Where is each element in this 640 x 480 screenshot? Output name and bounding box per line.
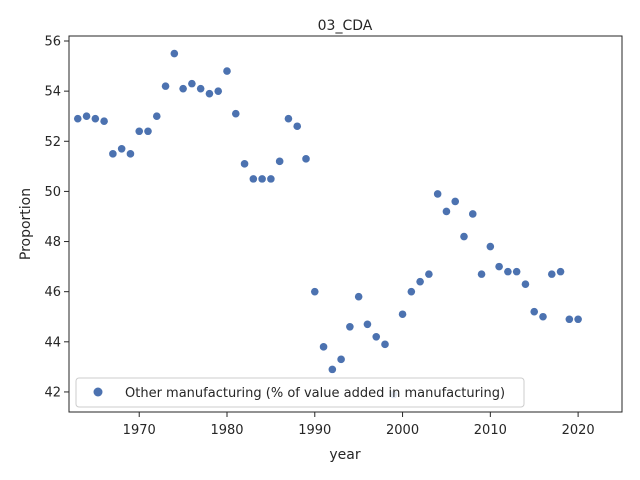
y-tick-label: 50 xyxy=(44,185,61,200)
x-tick-label: 1980 xyxy=(210,423,243,438)
data-point xyxy=(170,49,179,58)
data-point xyxy=(293,122,302,131)
data-point xyxy=(442,207,451,216)
data-point xyxy=(223,67,231,75)
data-point xyxy=(460,232,468,241)
data-point xyxy=(196,84,205,93)
data-point xyxy=(398,310,407,319)
chart-title: 03_CDA xyxy=(318,18,373,34)
data-point xyxy=(275,157,284,166)
data-point xyxy=(416,277,424,286)
data-point xyxy=(240,160,249,168)
data-point xyxy=(381,340,389,349)
y-tick-label: 52 xyxy=(44,135,61,150)
data-point xyxy=(565,315,574,324)
data-point xyxy=(214,87,223,95)
data-point xyxy=(109,150,117,158)
data-points xyxy=(73,49,582,399)
data-point xyxy=(539,312,547,321)
data-point xyxy=(521,280,530,288)
y-tick-label: 46 xyxy=(44,285,61,300)
data-point xyxy=(363,320,372,329)
data-point xyxy=(512,267,521,276)
x-axis-label: year xyxy=(329,447,360,463)
data-point xyxy=(188,79,196,88)
data-point xyxy=(258,175,266,183)
data-point xyxy=(354,292,363,301)
data-point xyxy=(231,109,240,118)
data-point xyxy=(547,270,556,278)
data-point xyxy=(249,175,258,183)
y-axis: 42 44 46 48 50 52 54 56 xyxy=(44,35,69,400)
data-point xyxy=(319,343,328,351)
data-point xyxy=(135,127,144,136)
y-tick-label: 42 xyxy=(44,385,61,400)
data-point xyxy=(433,190,442,198)
data-point xyxy=(126,150,135,158)
data-point xyxy=(451,197,460,206)
data-point xyxy=(152,112,161,121)
data-point xyxy=(117,145,126,153)
data-point xyxy=(372,333,381,341)
x-tick-label: 2000 xyxy=(386,423,419,438)
data-point xyxy=(504,267,512,276)
x-tick-label: 2020 xyxy=(562,423,595,438)
y-tick-label: 54 xyxy=(44,85,61,100)
data-point xyxy=(100,117,108,126)
x-axis: 1970 1980 1990 2000 2010 2020 xyxy=(123,412,595,438)
y-tick-label: 44 xyxy=(44,335,61,350)
y-axis-label: Proportion xyxy=(18,188,34,260)
data-point xyxy=(530,307,539,316)
data-point xyxy=(82,112,91,121)
data-point xyxy=(144,127,152,136)
y-tick-label: 48 xyxy=(44,235,61,250)
data-point xyxy=(267,175,275,183)
data-point xyxy=(284,114,293,123)
legend-marker xyxy=(93,387,103,397)
legend: Other manufacturing (% of value added in… xyxy=(75,377,525,408)
x-tick-label: 2010 xyxy=(474,423,507,438)
data-point xyxy=(328,365,337,374)
data-point xyxy=(91,114,100,123)
y-tick-label: 56 xyxy=(44,35,61,50)
data-point xyxy=(310,287,319,296)
data-point xyxy=(425,270,433,278)
data-point xyxy=(73,114,82,123)
x-tick-label: 1990 xyxy=(298,423,331,438)
data-point xyxy=(477,270,486,278)
data-point xyxy=(468,210,477,218)
data-point xyxy=(179,84,187,93)
data-point xyxy=(302,155,310,163)
data-point xyxy=(205,89,214,98)
data-point xyxy=(346,322,354,331)
x-tick-label: 1970 xyxy=(123,423,156,438)
legend-label: Other manufacturing (% of value added in… xyxy=(125,386,505,401)
data-point xyxy=(486,242,495,251)
data-point xyxy=(495,262,503,271)
data-point xyxy=(337,355,345,364)
plot-area xyxy=(68,35,623,413)
data-point xyxy=(407,287,416,296)
data-point xyxy=(574,315,582,324)
data-point xyxy=(161,82,170,90)
data-point xyxy=(556,267,565,276)
legend-box xyxy=(75,377,525,408)
